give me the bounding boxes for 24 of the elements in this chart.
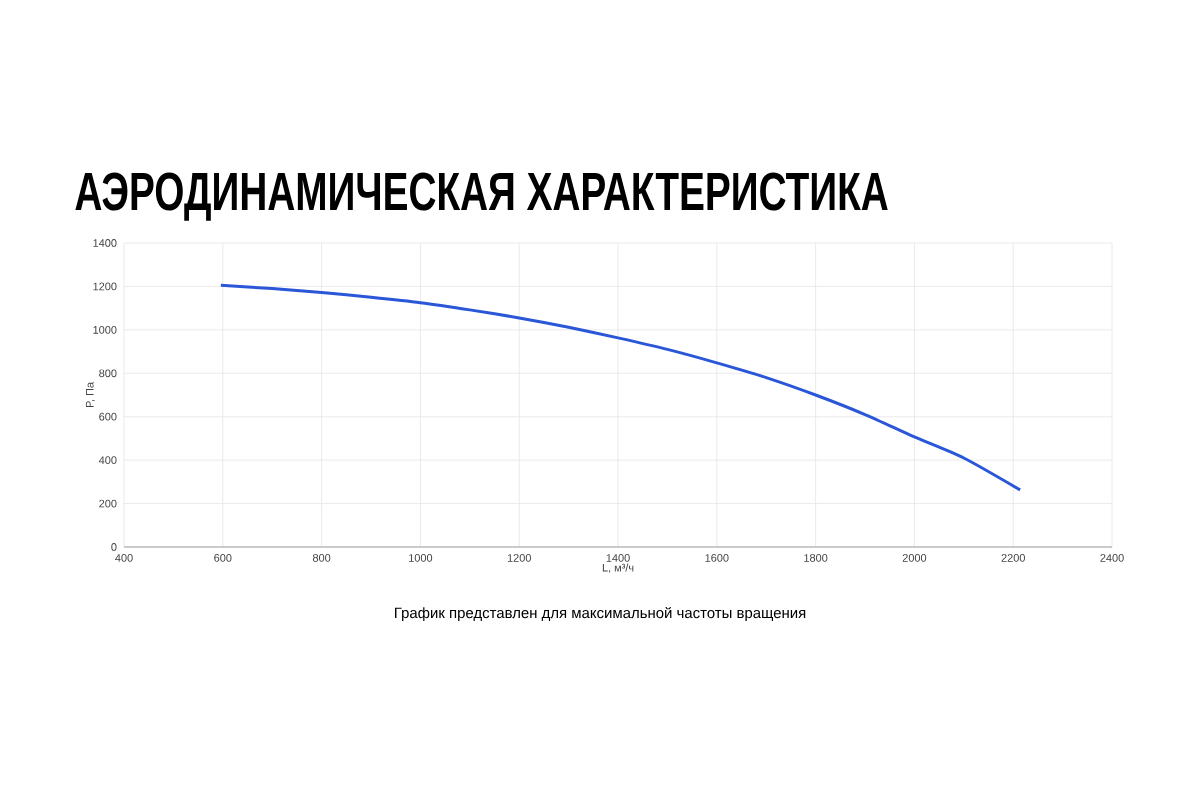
y-tick-label: 200 (99, 499, 117, 508)
x-tick-label: 1600 (705, 554, 729, 562)
y-tick-label: 1000 (93, 325, 117, 334)
y-axis-title: P, Па (85, 382, 95, 408)
x-tick-label: 2200 (1001, 554, 1025, 562)
x-tick-label: 400 (115, 554, 133, 562)
x-tick-label: 2400 (1100, 554, 1124, 562)
x-tick-label: 1000 (409, 554, 433, 562)
chart-title: АЭРОДИНАМИЧЕСКАЯ ХАРАКТЕРИСТИКА (75, 172, 888, 221)
x-tick-label: 1400 (606, 554, 630, 562)
y-tick-label: 800 (99, 369, 117, 378)
y-tick-label: 400 (98, 456, 117, 465)
x-axis-title: L, м³/ч (602, 563, 634, 573)
x-tick-label: 2000 (902, 554, 927, 562)
y-tick-label: 1200 (93, 282, 117, 291)
x-tick-label: 1800 (804, 554, 828, 562)
line-series (219, 283, 1022, 492)
x-tick-label: 600 (214, 554, 232, 562)
x-tick-label: 1200 (507, 554, 531, 562)
text: График представлен для максимальной частоты вращения (395, 606, 806, 622)
y-tick-label: 1400 (93, 239, 117, 247)
y-tick-label: 0 (111, 543, 117, 551)
x-tick-label: 800 (312, 554, 331, 562)
y-tick-label: 600 (99, 412, 117, 421)
